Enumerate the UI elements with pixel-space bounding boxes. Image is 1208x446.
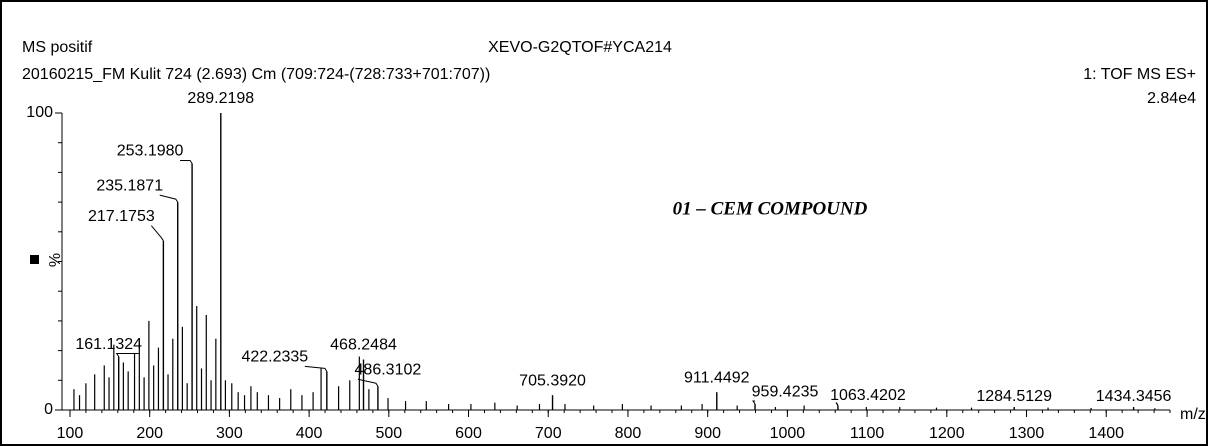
- x-tick-label: 400: [296, 425, 323, 442]
- peak-label: 1063.4202: [830, 387, 906, 404]
- x-axis-label: m/z: [1180, 406, 1206, 423]
- leader-line: [115, 353, 139, 357]
- x-tick-label: 1200: [929, 425, 965, 442]
- leader-line: [150, 225, 164, 241]
- annotation: 01 – CEM COMPOUND: [673, 198, 868, 219]
- scan-mode: 1: TOF MS ES+: [1083, 66, 1196, 83]
- leader-line: [159, 194, 179, 203]
- leader-line: [304, 365, 328, 372]
- leader-line: [835, 402, 839, 406]
- instrument: XEVO-G2QTOF#YCA214: [488, 39, 672, 56]
- x-tick-label: 1000: [770, 425, 806, 442]
- leader-line: [180, 159, 193, 164]
- leader-line: [357, 378, 379, 387]
- peak-label: 253.1980: [117, 143, 184, 160]
- x-tick-label: 1400: [1088, 425, 1124, 442]
- x-tick-label: 100: [57, 425, 84, 442]
- peak-label: 468.2484: [330, 337, 397, 354]
- y-tick-label: 100: [26, 104, 53, 121]
- peak-label: 705.3920: [519, 372, 586, 389]
- peak-label: 486.3102: [355, 361, 422, 378]
- x-tick-label: 800: [615, 425, 642, 442]
- subtitle: 20160215_FM Kulit 724 (2.693) Cm (709:72…: [22, 66, 490, 83]
- peak-label: 959.4235: [752, 383, 819, 400]
- x-tick-label: 1300: [1009, 425, 1045, 442]
- x-tick-label: 1100: [850, 425, 885, 442]
- peak-label: 217.1753: [88, 208, 155, 225]
- y-axis-label: %: [47, 253, 64, 267]
- peak-label: 235.1871: [96, 177, 163, 194]
- leader-line: [752, 400, 756, 405]
- peak-label: 422.2335: [241, 349, 308, 366]
- x-tick-label: 700: [535, 425, 562, 442]
- x-tick-label: 200: [136, 425, 163, 442]
- x-tick-label: 300: [216, 425, 243, 442]
- x-tick-label: 600: [455, 425, 482, 442]
- chart-title: MS positif: [22, 39, 93, 56]
- y-label-marker: [30, 255, 39, 264]
- max-intensity: 2.84e4: [1147, 90, 1196, 107]
- y-tick-label: 0: [44, 401, 53, 418]
- x-tick-label: 500: [375, 425, 402, 442]
- peak-label: 289.2198: [187, 90, 254, 107]
- peak-label: 1434.3456: [1096, 388, 1172, 405]
- x-tick-label: 900: [694, 425, 721, 442]
- peak-label: 1284.5129: [976, 388, 1052, 405]
- peak-label: 161.1324: [75, 336, 142, 353]
- peak-label: 911.4492: [684, 369, 750, 386]
